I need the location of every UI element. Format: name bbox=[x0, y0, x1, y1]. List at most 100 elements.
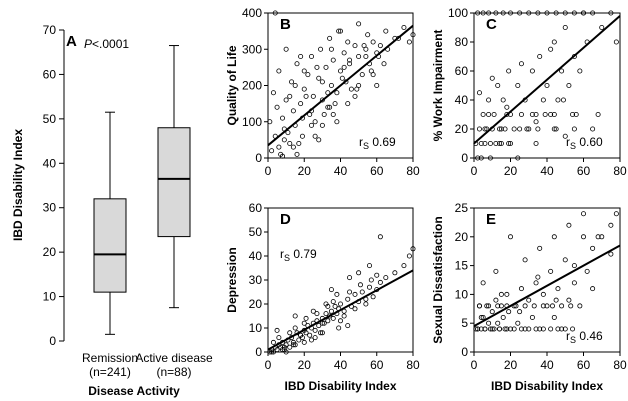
data-point bbox=[337, 68, 343, 74]
data-point bbox=[524, 126, 530, 132]
panel-a: A 0 10 20 30 40 50 60 70 Remission(n=241) Active d… bbox=[11, 23, 213, 398]
data-point bbox=[531, 303, 537, 309]
data-point bbox=[533, 119, 539, 125]
data-point bbox=[544, 83, 550, 89]
category-label: Active disease bbox=[135, 351, 213, 365]
data-point bbox=[515, 83, 521, 89]
data-point bbox=[361, 43, 367, 49]
data-point bbox=[310, 308, 316, 314]
data-point bbox=[321, 320, 327, 326]
data-point bbox=[584, 268, 590, 274]
y-tick-label: 80 bbox=[455, 35, 469, 49]
data-point bbox=[581, 234, 587, 240]
data-point bbox=[495, 303, 501, 309]
data-point bbox=[484, 303, 490, 309]
data-point bbox=[352, 43, 358, 49]
box-1 bbox=[93, 111, 127, 335]
data-point bbox=[504, 291, 510, 297]
data-point bbox=[535, 10, 541, 16]
category-label: Remission bbox=[82, 351, 138, 365]
data-point bbox=[312, 327, 318, 333]
data-point bbox=[316, 75, 322, 81]
data-point bbox=[352, 93, 358, 99]
data-point bbox=[314, 311, 320, 317]
data-point bbox=[500, 10, 506, 16]
data-point bbox=[548, 112, 554, 118]
data-point bbox=[392, 270, 398, 276]
panel-letter: D bbox=[280, 211, 291, 228]
data-point bbox=[325, 318, 331, 324]
data-point bbox=[544, 303, 550, 309]
data-point bbox=[566, 222, 572, 228]
scatter-points bbox=[473, 211, 619, 332]
rs-subscript: S bbox=[363, 141, 369, 151]
data-point bbox=[292, 342, 298, 348]
data-point bbox=[478, 314, 484, 320]
data-point bbox=[370, 294, 376, 300]
data-point bbox=[487, 155, 493, 161]
data-point bbox=[377, 43, 383, 49]
data-point bbox=[573, 112, 579, 118]
data-point bbox=[480, 10, 486, 16]
data-point bbox=[298, 101, 304, 107]
data-point bbox=[518, 61, 524, 67]
panel-letter: C bbox=[486, 16, 497, 33]
data-point bbox=[571, 280, 577, 286]
data-point bbox=[498, 140, 504, 146]
x-tick-label: 60 bbox=[370, 358, 384, 372]
data-point bbox=[363, 301, 369, 307]
data-point bbox=[312, 133, 318, 139]
data-point bbox=[332, 101, 338, 107]
data-point bbox=[522, 257, 528, 263]
y-tick-label: 0 bbox=[461, 345, 468, 359]
data-point bbox=[535, 126, 541, 132]
data-point bbox=[608, 10, 614, 16]
rs-value: 0.46 bbox=[576, 329, 603, 343]
data-point bbox=[356, 83, 362, 89]
data-point bbox=[495, 83, 501, 89]
data-point bbox=[599, 234, 605, 240]
data-point bbox=[493, 297, 499, 303]
data-point bbox=[553, 126, 559, 132]
data-point bbox=[406, 253, 412, 259]
data-point bbox=[506, 68, 512, 74]
data-point bbox=[507, 234, 513, 240]
data-point bbox=[287, 140, 293, 146]
data-point bbox=[352, 291, 358, 297]
data-point bbox=[356, 270, 362, 276]
data-point bbox=[347, 61, 353, 67]
data-point bbox=[515, 320, 521, 326]
data-point bbox=[274, 104, 280, 110]
data-point bbox=[480, 314, 486, 320]
data-point bbox=[276, 68, 282, 74]
x-tick-label: 20 bbox=[504, 358, 518, 372]
x-tick-label: 20 bbox=[504, 164, 518, 178]
data-point bbox=[301, 68, 307, 74]
y-tick-label: 30 bbox=[43, 201, 57, 215]
y-tick-label: 15 bbox=[455, 259, 469, 273]
data-point bbox=[305, 72, 311, 78]
data-point bbox=[482, 126, 488, 132]
y-tick-label: 0 bbox=[255, 345, 262, 359]
data-point bbox=[316, 323, 322, 329]
data-point bbox=[475, 155, 481, 161]
data-point bbox=[410, 246, 416, 252]
x-tick-label: 80 bbox=[406, 164, 420, 178]
data-point bbox=[549, 303, 555, 309]
rs-symbol: r bbox=[280, 247, 284, 261]
data-point bbox=[480, 112, 486, 118]
data-point bbox=[301, 86, 307, 92]
data-point bbox=[341, 313, 347, 319]
data-point bbox=[555, 326, 561, 332]
panel-b: B 0 100 200 300 400 0 20 40 60 80 rS 0.69 Quality of… bbox=[225, 6, 420, 178]
data-point bbox=[581, 10, 587, 16]
data-point bbox=[356, 21, 362, 27]
x-tick-label: 40 bbox=[540, 358, 554, 372]
y-axis-title: Depression bbox=[225, 247, 239, 312]
data-point bbox=[504, 326, 510, 332]
data-point bbox=[285, 130, 291, 136]
data-point bbox=[290, 342, 296, 348]
data-point bbox=[283, 349, 289, 355]
data-point bbox=[327, 104, 333, 110]
data-point bbox=[345, 296, 351, 302]
